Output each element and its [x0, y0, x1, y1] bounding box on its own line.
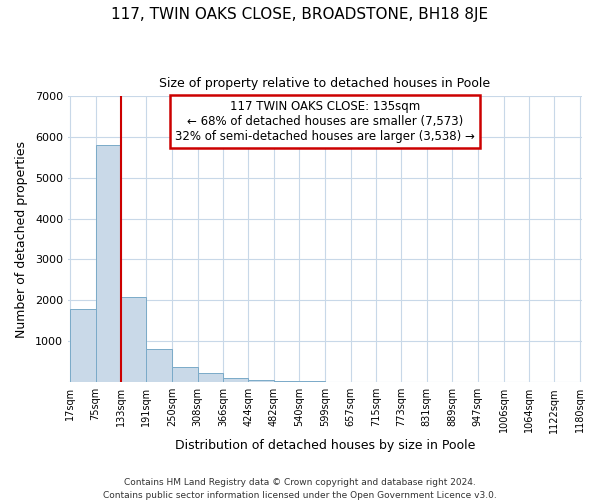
- Text: Contains HM Land Registry data © Crown copyright and database right 2024.
Contai: Contains HM Land Registry data © Crown c…: [103, 478, 497, 500]
- Bar: [146, 350, 172, 382]
- X-axis label: Distribution of detached houses by size in Poole: Distribution of detached houses by size …: [175, 440, 475, 452]
- Bar: [197, 374, 223, 382]
- Bar: [248, 380, 274, 382]
- Text: 117 TWIN OAKS CLOSE: 135sqm
← 68% of detached houses are smaller (7,573)
32% of : 117 TWIN OAKS CLOSE: 135sqm ← 68% of det…: [175, 100, 475, 143]
- Bar: [172, 368, 197, 382]
- Title: Size of property relative to detached houses in Poole: Size of property relative to detached ho…: [160, 78, 491, 90]
- Bar: [274, 381, 299, 382]
- Bar: [70, 310, 95, 382]
- Bar: [95, 146, 121, 382]
- Bar: [223, 378, 248, 382]
- Text: 117, TWIN OAKS CLOSE, BROADSTONE, BH18 8JE: 117, TWIN OAKS CLOSE, BROADSTONE, BH18 8…: [112, 8, 488, 22]
- Bar: [121, 297, 146, 382]
- Y-axis label: Number of detached properties: Number of detached properties: [15, 140, 28, 338]
